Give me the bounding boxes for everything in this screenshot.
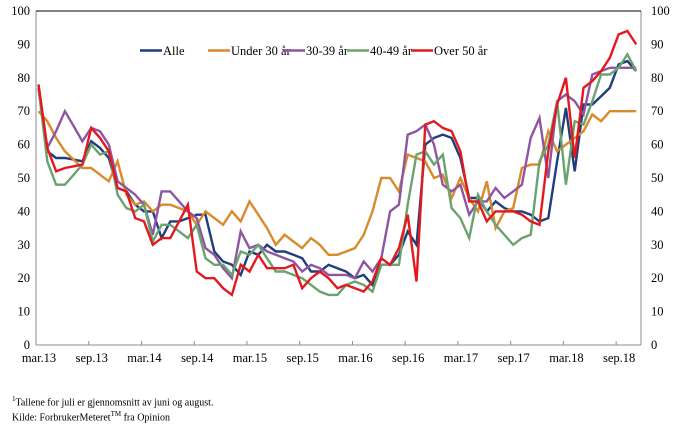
footnote-marker: 1 <box>12 395 16 403</box>
series-line-30-39-r <box>37 66 637 281</box>
source-suffix: fra Opinion <box>121 412 170 424</box>
y-tick-label-left: 50 <box>18 171 31 185</box>
x-tick-label: mar.14 <box>127 351 162 365</box>
legend-label: Alle <box>163 44 185 58</box>
footnote-text: Tallene for juli er gjennomsnitt av juni… <box>15 397 214 409</box>
y-tick-label-left: 10 <box>18 305 31 319</box>
y-tick-label-left: 40 <box>18 204 31 218</box>
y-tick-label-right: 0 <box>651 338 657 352</box>
trademark-sup: TM <box>110 410 122 418</box>
x-tick-label: sep.17 <box>498 351 530 365</box>
y-tick-label-right: 80 <box>651 71 664 85</box>
x-tick-label: mar.17 <box>444 351 478 365</box>
y-tick-label-right: 70 <box>651 104 664 118</box>
line-chart: 0 0 10 10 20 20 30 30 40 40 50 50 60 60 70 70 80 80 90 90 10… <box>11 4 670 365</box>
y-tick-label-left: 70 <box>18 104 31 118</box>
y-tick-label-right: 30 <box>651 238 664 252</box>
x-tick-label: mar.18 <box>549 351 583 365</box>
y-tick-label-right: 100 <box>651 4 670 18</box>
y-tick-label-right: 50 <box>651 171 664 185</box>
y-tick-label-left: 0 <box>24 338 30 352</box>
legend-item-30-39-r: 30-39 år <box>283 44 349 58</box>
x-tick-label: mar.13 <box>22 351 56 365</box>
x-tick-label: sep.18 <box>603 351 635 365</box>
legend-label: 30-39 år <box>306 44 349 58</box>
y-tick-label-right: 10 <box>651 305 664 319</box>
y-tick-label-left: 30 <box>18 238 31 252</box>
y-tick-label-left: 100 <box>11 4 30 18</box>
legend-item-alle: Alle <box>140 44 185 58</box>
source-prefix: Kilde: ForbrukerMeteret <box>12 412 111 424</box>
series-line-over-50-r <box>37 29 638 297</box>
axes: 0 0 10 10 20 20 30 30 40 40 50 50 60 60 70 70 80 80 90 90 10… <box>11 4 670 365</box>
x-tick-label: sep.16 <box>392 351 424 365</box>
y-tick-label-left: 20 <box>18 271 31 285</box>
legend-label: Under 30 år <box>231 44 292 58</box>
source-note: Kilde: ForbrukerMeteretTM fra Opinion <box>12 410 170 423</box>
series-lines <box>37 29 638 297</box>
y-tick-label-right: 20 <box>651 271 664 285</box>
legend-item-under-30-r: Under 30 år <box>208 44 292 58</box>
legend-item-over-50-r: Over 50 år <box>411 44 488 58</box>
y-tick-label-right: 90 <box>651 37 664 51</box>
footnote-july: 1Tallene for juli er gjennomsnitt av jun… <box>12 395 213 408</box>
legend: Alle Under 30 år 30-39 år 40-49 år Over 50 å… <box>140 44 488 58</box>
series-line-under-30-r <box>37 109 637 257</box>
x-tick-label: mar.16 <box>338 351 372 365</box>
series-line-alle <box>37 59 638 288</box>
series-line-40-49-r <box>37 52 638 297</box>
y-tick-label-right: 40 <box>651 204 664 218</box>
y-tick-label-left: 90 <box>18 37 31 51</box>
x-tick-label: sep.13 <box>76 351 108 365</box>
legend-label: 40-49 år <box>370 44 413 58</box>
y-tick-label-left: 80 <box>18 71 31 85</box>
y-tick-label-right: 60 <box>651 138 664 152</box>
x-tick-label: sep.14 <box>181 351 214 365</box>
legend-label: Over 50 år <box>434 44 488 58</box>
x-tick-label: sep.15 <box>287 351 319 365</box>
legend-item-40-49-r: 40-49 år <box>347 44 413 58</box>
y-tick-label-left: 60 <box>18 138 31 152</box>
x-tick-label: mar.15 <box>233 351 267 365</box>
